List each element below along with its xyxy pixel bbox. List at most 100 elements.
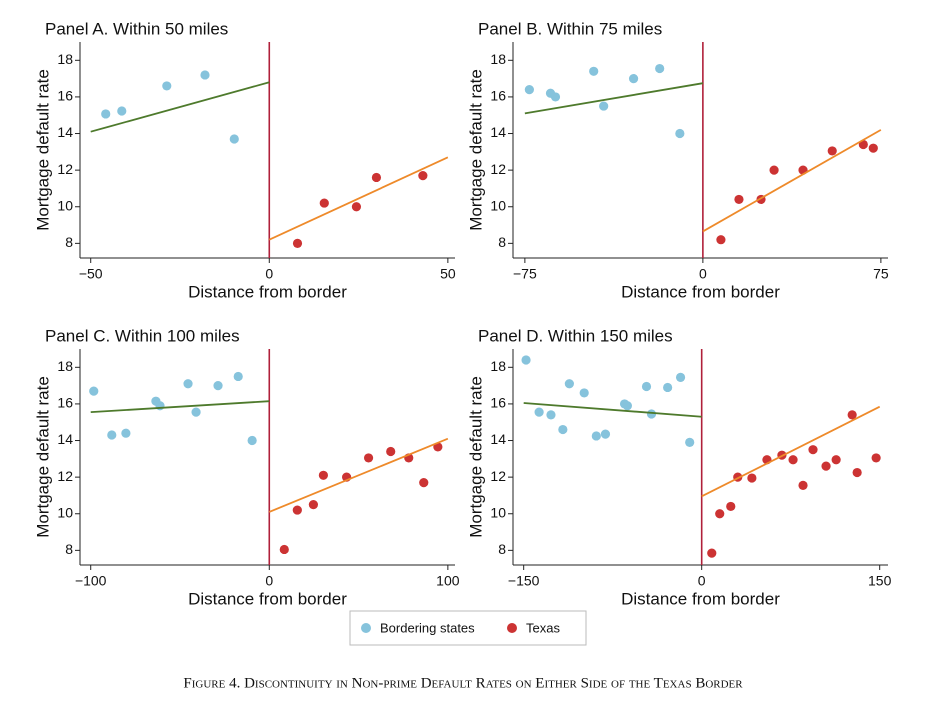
y-tick-label: 8 [65, 234, 73, 250]
point [233, 371, 243, 382]
y-tick-label: 16 [490, 88, 506, 104]
y-tick-label: 12 [490, 468, 506, 484]
point [101, 109, 111, 119]
fit-line [268, 156, 449, 241]
y-tick-label: 12 [490, 161, 506, 177]
point [788, 455, 798, 465]
panel-title: Panel A. Within 50 miles [45, 19, 228, 38]
point [418, 171, 428, 181]
point [769, 165, 779, 175]
point [319, 198, 329, 208]
point [200, 70, 210, 80]
y-tick-label: 16 [490, 395, 506, 411]
point [852, 467, 862, 478]
point [386, 446, 396, 457]
y-tick-label: 14 [57, 124, 73, 140]
y-axis-label: Mortgage default rate [466, 69, 485, 231]
point [534, 407, 544, 417]
y-tick-label: 16 [57, 88, 73, 104]
point [715, 509, 725, 519]
y-axis-label: Mortgage default rate [33, 376, 52, 538]
y-tick-label: 18 [490, 358, 506, 374]
point [628, 74, 639, 84]
x-tick-label: 0 [699, 266, 707, 282]
point [546, 410, 556, 420]
point [229, 134, 239, 144]
point [716, 235, 726, 245]
point [564, 379, 574, 389]
y-tick-label: 18 [57, 358, 73, 374]
fit-line [90, 81, 270, 133]
point [521, 355, 531, 365]
point [292, 238, 303, 248]
point [726, 501, 736, 512]
x-tick-label: −75 [513, 266, 537, 282]
y-tick-label: 10 [57, 504, 73, 520]
legend-marker [507, 623, 517, 633]
point [121, 428, 131, 438]
point [117, 106, 127, 116]
x-tick-label: −150 [508, 573, 540, 589]
fit-line [523, 402, 702, 418]
point [831, 455, 841, 465]
y-tick-label: 16 [57, 395, 73, 411]
x-tick-label: 0 [698, 573, 706, 589]
point [363, 453, 374, 463]
legend-marker [361, 623, 371, 633]
y-axis-label: Mortgage default rate [466, 376, 485, 538]
y-tick-label: 12 [57, 468, 73, 484]
point [591, 431, 601, 441]
point [550, 92, 561, 102]
point [655, 63, 665, 74]
y-tick-label: 8 [65, 541, 73, 557]
point [747, 473, 757, 483]
point [351, 202, 362, 212]
y-tick-label: 8 [498, 541, 506, 557]
point [318, 470, 328, 480]
point [622, 401, 632, 411]
point [191, 407, 201, 417]
point [685, 437, 695, 447]
x-tick-label: 150 [868, 573, 892, 589]
point [558, 424, 568, 435]
point [821, 461, 831, 471]
panel-title: Panel D. Within 150 miles [478, 326, 673, 345]
point [600, 429, 611, 439]
point [675, 128, 685, 139]
point [707, 548, 717, 558]
y-tick-label: 14 [490, 124, 506, 140]
x-axis-label: Distance from border [621, 282, 780, 301]
point [827, 146, 837, 156]
x-tick-label: 0 [265, 266, 273, 282]
fit-line [702, 129, 882, 233]
point [213, 381, 223, 391]
x-tick-label: 50 [440, 266, 456, 282]
point [308, 499, 318, 510]
y-tick-label: 18 [490, 51, 506, 67]
x-tick-label: 100 [436, 573, 460, 589]
y-tick-label: 10 [57, 197, 73, 213]
point [89, 386, 99, 396]
panel-title: Panel C. Within 100 miles [45, 326, 240, 345]
point [279, 544, 289, 555]
point [663, 382, 673, 393]
point [868, 143, 878, 153]
fit-line [524, 82, 704, 115]
panel-title: Panel B. Within 75 miles [478, 19, 662, 38]
fit-line [90, 400, 270, 414]
point [371, 172, 382, 183]
x-tick-label: 75 [873, 266, 889, 282]
point [292, 505, 302, 515]
x-tick-label: 0 [265, 573, 273, 589]
point [599, 101, 609, 111]
caption: Figure 4. Discontinuity in Non-prime Def… [183, 675, 743, 691]
y-axis-label: Mortgage default rate [33, 69, 52, 231]
point [808, 445, 818, 455]
y-tick-label: 14 [490, 431, 506, 447]
fit-line [701, 405, 881, 498]
y-tick-label: 8 [498, 234, 506, 250]
point [675, 372, 686, 382]
y-tick-label: 12 [57, 161, 73, 177]
